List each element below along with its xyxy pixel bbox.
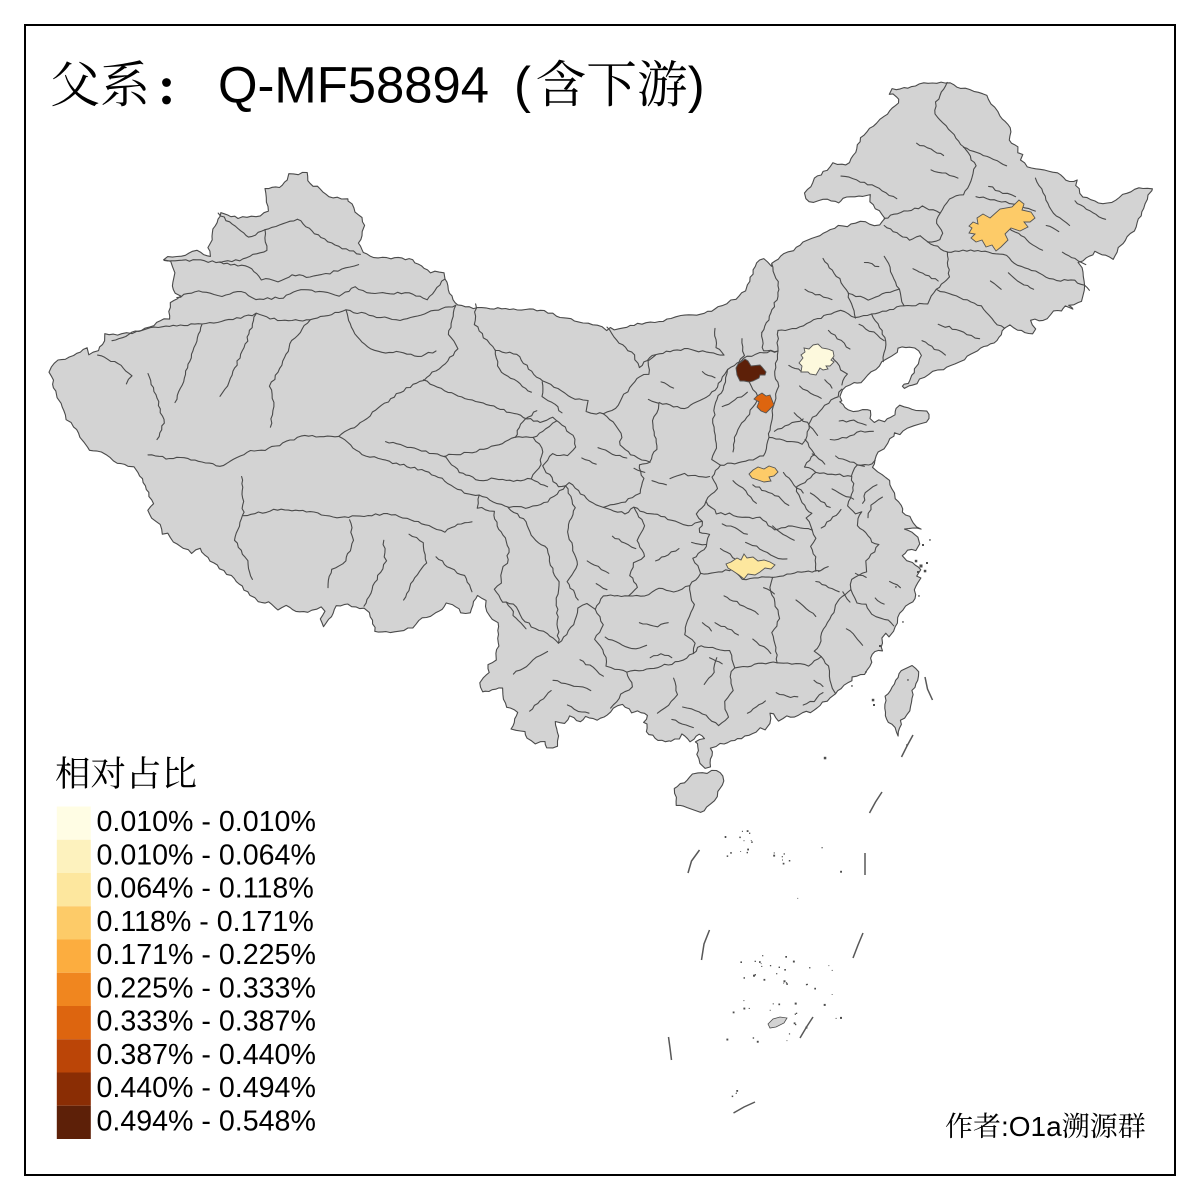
svg-text::O1a: :O1a: [1001, 1111, 1062, 1142]
svg-text:0.333% - 0.387%: 0.333% - 0.387%: [97, 1006, 316, 1038]
svg-text:0.010% - 0.064%: 0.010% - 0.064%: [97, 839, 316, 871]
svg-text:): ): [688, 56, 705, 113]
svg-text:0.440% - 0.494%: 0.440% - 0.494%: [97, 1072, 316, 1104]
svg-text:0.225% - 0.333%: 0.225% - 0.333%: [97, 972, 316, 1004]
svg-text:(: (: [514, 56, 531, 113]
svg-text:0.387% - 0.440%: 0.387% - 0.440%: [97, 1039, 316, 1071]
svg-text:Q-MF58894: Q-MF58894: [218, 56, 489, 113]
svg-text:0.118% - 0.171%: 0.118% - 0.171%: [97, 906, 314, 938]
svg-text:0.494% - 0.548%: 0.494% - 0.548%: [97, 1105, 316, 1137]
svg-text:0.064% - 0.118%: 0.064% - 0.118%: [97, 873, 314, 905]
svg-text:0.010% - 0.010%: 0.010% - 0.010%: [97, 806, 316, 838]
svg-text:0.171% - 0.225%: 0.171% - 0.225%: [97, 939, 316, 971]
